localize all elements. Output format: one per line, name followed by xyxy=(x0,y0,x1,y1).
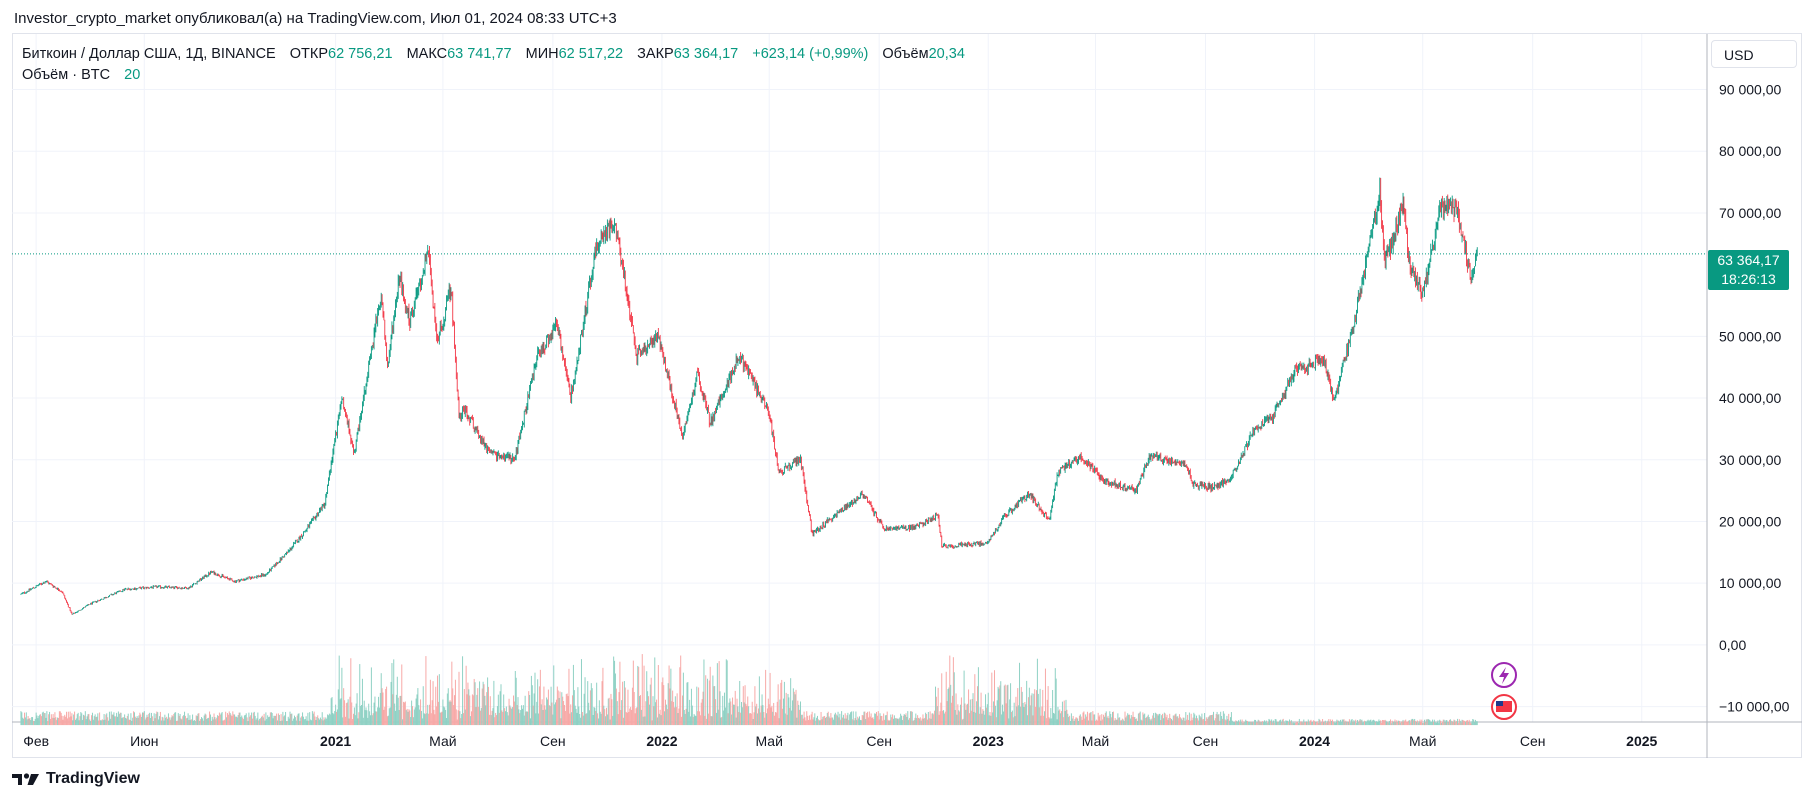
x-tick-label: 2022 xyxy=(646,733,677,749)
currency-button[interactable]: USD xyxy=(1711,40,1797,68)
y-tick-label: 30 000,00 xyxy=(1719,452,1781,468)
y-tick-label: 70 000,00 xyxy=(1719,205,1781,221)
close-label: ЗАКР xyxy=(637,46,674,62)
chart-frame[interactable] xyxy=(12,33,1802,758)
y-tick-label: −10 000,00 xyxy=(1719,699,1790,715)
y-tick-label: 80 000,00 xyxy=(1719,143,1781,159)
bar-countdown: 18:26:13 xyxy=(1721,271,1776,287)
x-tick-label: Сен xyxy=(540,733,566,749)
ohlc-legend-row: Биткоин / Доллар США, 1Д, BINANCE ОТКР62… xyxy=(22,44,965,65)
tradingview-logo-icon xyxy=(12,773,39,785)
chart-legend: Биткоин / Доллар США, 1Д, BINANCE ОТКР62… xyxy=(22,44,965,86)
volume-value: 20,34 xyxy=(928,46,965,62)
lightning-icon-glyph xyxy=(1499,667,1509,684)
y-tick-label: 90 000,00 xyxy=(1719,82,1781,98)
x-tick-label: Май xyxy=(1409,733,1436,749)
tradingview-logo[interactable]: TradingView xyxy=(12,770,140,788)
x-tick-label: Май xyxy=(429,733,456,749)
y-tick-label: 20 000,00 xyxy=(1719,513,1781,529)
low-value: 62 517,22 xyxy=(558,46,624,62)
x-tick-label: 2024 xyxy=(1299,733,1330,749)
x-tick-label: Фев xyxy=(23,733,49,749)
symbol-label[interactable]: Биткоин / Доллар США, 1Д, BINANCE xyxy=(22,46,276,62)
close-value: 63 364,17 xyxy=(673,46,739,62)
x-tick-label: Май xyxy=(1082,733,1109,749)
volume-indicator-value: 20 xyxy=(124,67,141,83)
x-tick-label: 2023 xyxy=(973,733,1004,749)
change-value: +623,14 (+0,99%) xyxy=(752,46,869,62)
last-price-value: 63 364,17 xyxy=(1717,252,1780,268)
y-tick-label: 0,00 xyxy=(1719,637,1746,653)
y-tick-label: 40 000,00 xyxy=(1719,390,1781,406)
open-value: 62 756,21 xyxy=(328,46,393,62)
x-tick-label: Сен xyxy=(1520,733,1546,749)
x-tick-label: Сен xyxy=(1193,733,1219,749)
low-label: МИН xyxy=(525,46,559,62)
x-tick-label: 2021 xyxy=(320,733,351,749)
x-tick-label: Май xyxy=(755,733,782,749)
open-label: ОТКР xyxy=(289,46,329,62)
us-flag-canton xyxy=(1496,701,1503,706)
x-tick-label: Июн xyxy=(130,733,158,749)
y-tick-label: 10 000,00 xyxy=(1719,575,1781,591)
x-tick-label: Сен xyxy=(866,733,892,749)
high-value: 63 741,77 xyxy=(447,46,512,62)
volume-indicator-label[interactable]: Объём · BTC xyxy=(22,67,111,83)
published-by-line: Investor_crypto_market опубликовал(а) на… xyxy=(14,10,617,27)
volume-label: Объём xyxy=(882,46,929,62)
us-flag-stripes xyxy=(1496,701,1512,712)
last-price-tag: 63 364,17 18:26:13 xyxy=(1708,250,1789,290)
volume-indicator-row: Объём · BTC 20 xyxy=(22,65,965,86)
y-tick-label: 50 000,00 xyxy=(1719,328,1781,344)
high-label: МАКС xyxy=(406,46,448,62)
footer-brand: TradingView xyxy=(46,770,140,787)
x-tick-label: 2025 xyxy=(1626,733,1657,749)
